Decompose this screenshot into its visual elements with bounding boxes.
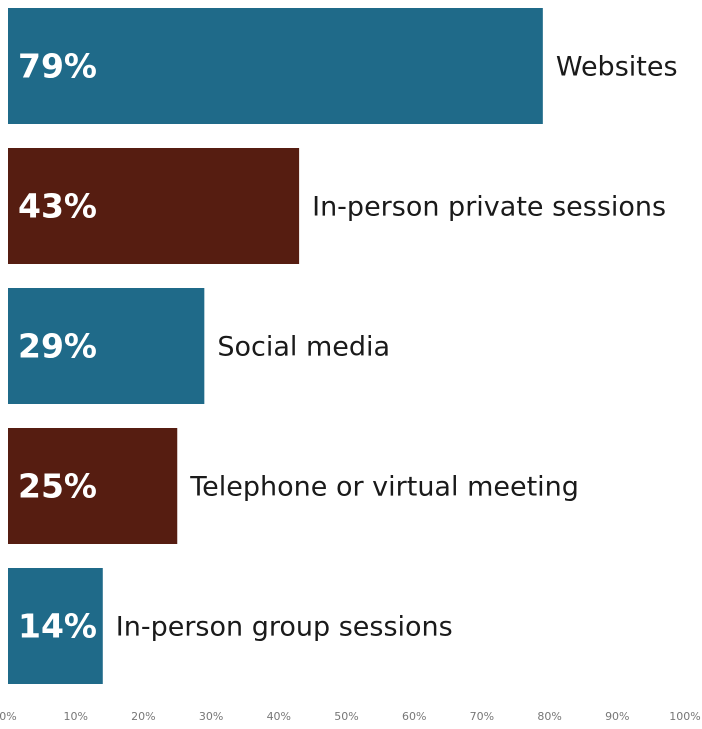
x-tick-label: 20% <box>131 710 155 723</box>
value-label: 79% <box>18 47 97 86</box>
x-tick-label: 30% <box>199 710 223 723</box>
category-label: Telephone or virtual meeting <box>189 472 579 503</box>
bar <box>8 8 543 124</box>
x-tick-label: 100% <box>669 710 700 723</box>
value-label: 43% <box>18 187 97 226</box>
x-tick-label: 70% <box>470 710 494 723</box>
x-tick-label: 0% <box>0 710 17 723</box>
category-label: In-person group sessions <box>116 612 453 643</box>
value-label: 29% <box>18 327 97 366</box>
category-label: In-person private sessions <box>312 192 666 223</box>
bar <box>8 148 300 264</box>
bar <box>8 568 103 684</box>
category-label: Websites <box>556 52 678 83</box>
x-tick-label: 60% <box>402 710 426 723</box>
x-tick-label: 50% <box>334 710 358 723</box>
x-tick-label: 10% <box>63 710 87 723</box>
value-label: 25% <box>18 467 97 506</box>
x-tick-label: 90% <box>605 710 629 723</box>
x-tick-label: 80% <box>537 710 561 723</box>
category-label: Social media <box>217 332 390 363</box>
x-tick-label: 40% <box>267 710 291 723</box>
value-label: 14% <box>18 607 97 646</box>
bar <box>8 428 178 544</box>
bar <box>8 288 205 404</box>
